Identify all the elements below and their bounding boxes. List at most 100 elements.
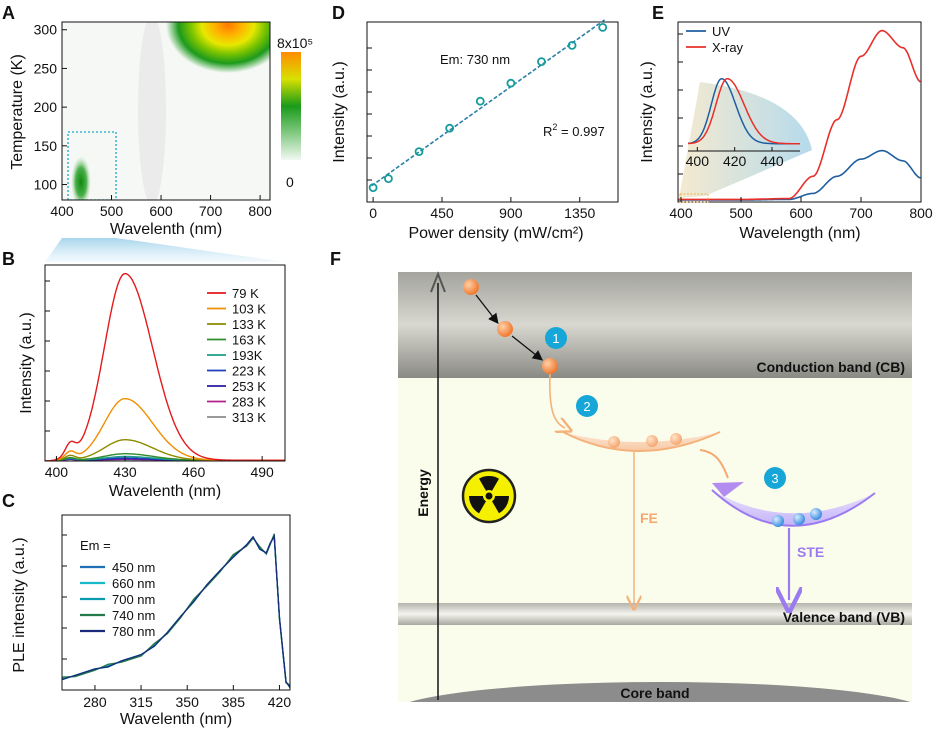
data-point xyxy=(414,147,424,157)
ste-label: STE xyxy=(797,544,824,560)
heatmap-ytick-label: 100 xyxy=(34,177,58,193)
radiation-icon xyxy=(461,468,517,524)
colorbar-min-label: 0 xyxy=(286,174,294,190)
legend-label: 193K xyxy=(232,348,263,363)
zoom-connector-e xyxy=(679,82,812,198)
heatmap-ytick-label: 300 xyxy=(34,22,58,38)
conduction-band xyxy=(398,272,912,378)
valence-band-label: Valence band (VB) xyxy=(783,609,905,625)
plot-b-xtick-label: 400 xyxy=(45,464,69,480)
energy-label: Energy xyxy=(415,469,431,517)
legend-label: 253 K xyxy=(232,379,266,394)
step-3-number: 3 xyxy=(771,471,778,486)
heatmap-faint-band xyxy=(138,22,166,200)
plot-e-xtick-label: 800 xyxy=(909,205,933,221)
series-line-740nm xyxy=(62,533,290,686)
colorbar-max-label: 8x10⁵ xyxy=(277,35,313,51)
legend-label: 163 K xyxy=(232,333,266,348)
step-1-number: 1 xyxy=(552,331,559,346)
heatmap-xtick-label: 800 xyxy=(248,203,272,219)
panel-label-e: E xyxy=(652,3,664,23)
heatmap-xtick-label: 500 xyxy=(100,203,124,219)
inset-xtick-label: 400 xyxy=(686,153,710,169)
fe-relaxation-arrow xyxy=(549,373,565,428)
plot-c-xtick-label: 385 xyxy=(222,694,246,710)
legend-label: UV xyxy=(712,24,730,39)
plot-c-ylabel: PLE intensity (a.u.) xyxy=(11,537,28,672)
plot-e-xtick-label: 500 xyxy=(729,205,753,221)
plot-d-ylabel: Intensity (a.u.) xyxy=(331,61,348,162)
heatmap-ytick-label: 200 xyxy=(34,99,58,115)
plot-c-axes: 280 315 350 385 420 xyxy=(62,534,292,710)
series-line-450nm xyxy=(62,533,290,688)
zoom-box xyxy=(67,131,117,200)
legend-label: 660 nm xyxy=(112,576,155,591)
plot-b-xtick-label: 460 xyxy=(182,464,206,480)
heatmap-ylabel: Temperature (K) xyxy=(9,54,26,170)
ste-exciton-ball xyxy=(772,515,784,527)
fe-to-ste-arrow xyxy=(699,449,729,479)
fe-exciton-ball xyxy=(608,436,620,448)
step-2-number: 2 xyxy=(583,399,590,414)
panel-f: F Energy Conduction band (CB) Valence ba… xyxy=(330,249,912,702)
plot-d-axes: 0 450 900 1350 xyxy=(367,47,596,221)
plot-c-xlabel: Wavelenth (nm) xyxy=(120,711,232,728)
series-line-780nm xyxy=(62,534,290,688)
heatmap-xlabel: Wavelenth (nm) xyxy=(110,221,222,238)
relaxation-arrow xyxy=(511,335,544,361)
core-band-label: Core band xyxy=(620,685,689,701)
plot-c-xtick-label: 420 xyxy=(268,694,292,710)
plot-d-xtick-label: 900 xyxy=(499,205,523,221)
panel-label-f: F xyxy=(330,249,341,269)
carrier-ball xyxy=(497,321,513,337)
series-line-79k xyxy=(45,272,285,461)
plot-b-ylabel: Intensity (a.u.) xyxy=(18,312,35,413)
plot-d-data xyxy=(368,18,608,193)
panel-label-c: C xyxy=(2,491,15,511)
plot-d-frame xyxy=(366,21,619,203)
heatmap-hotspot-low xyxy=(71,156,91,200)
legend-label: X-ray xyxy=(712,40,744,55)
inset-xtick-label: 420 xyxy=(723,153,747,169)
plot-d-annotation: Em: 730 nm xyxy=(440,52,510,67)
ste-exciton-ball xyxy=(793,513,805,525)
heatmap-ytick-label: 250 xyxy=(34,60,58,76)
plot-c-frame xyxy=(61,514,291,691)
plot-e-curves xyxy=(678,29,921,201)
data-point xyxy=(368,183,378,193)
ste-exciton-ball xyxy=(810,508,822,520)
legend-label: 450 nm xyxy=(112,560,155,575)
core-band xyxy=(409,682,911,702)
panel-label-d: D xyxy=(332,3,345,23)
plot-b-xlabel: Wavelenth (nm) xyxy=(109,483,221,500)
legend-label: 780 nm xyxy=(112,624,155,639)
heatmap-ytick-label: 150 xyxy=(34,138,58,154)
plot-d-xtick-label: 1350 xyxy=(564,205,595,221)
step-marker-1 xyxy=(545,327,567,349)
heatmap-axes: 400 500 600 700 800 300 250 200 150 100 xyxy=(34,22,272,219)
step-marker-2 xyxy=(576,395,598,417)
inset-line-x-ray xyxy=(687,77,800,145)
plot-d-r2: R2 = 0.997 xyxy=(543,122,605,139)
heatmap-hotspot-high xyxy=(166,22,270,73)
plot-b-axes: 400 430 460 490 xyxy=(45,280,274,480)
fe-exciton-ball xyxy=(670,433,682,445)
plot-e-xtick-label: 400 xyxy=(669,205,693,221)
legend-label: 700 nm xyxy=(112,592,155,607)
heatmap-xtick-label: 700 xyxy=(199,203,223,219)
plot-d-xlabel: Power density (mW/cm²) xyxy=(408,225,583,242)
plot-d-xtick-label: 0 xyxy=(369,205,377,221)
legend-label: 133 K xyxy=(232,317,266,332)
plot-e-inset: 400 420 440 xyxy=(686,77,800,169)
plot-c-xtick-label: 350 xyxy=(176,694,200,710)
legend-label: 740 nm xyxy=(112,608,155,623)
step-marker-3 xyxy=(764,467,786,489)
plot-e-axes: 400 500 600 700 800 xyxy=(669,33,933,221)
plot-e-legend: UVX-ray xyxy=(686,24,744,55)
plot-c-xtick-label: 280 xyxy=(83,694,107,710)
data-point xyxy=(384,174,393,184)
relaxation-arrow xyxy=(475,294,499,325)
series-line-660nm xyxy=(62,534,290,687)
